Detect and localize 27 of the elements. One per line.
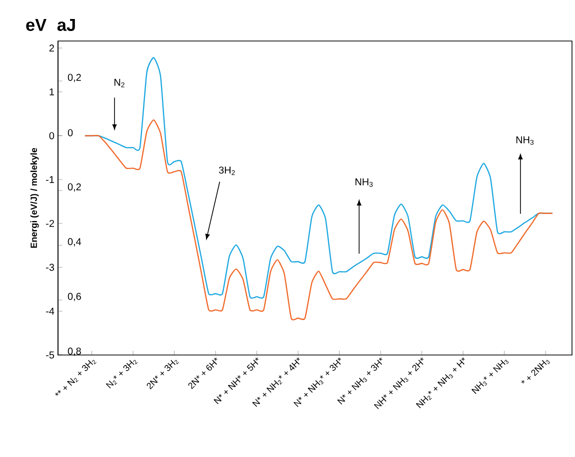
y2-tick-label: 0,2 — [68, 74, 81, 82]
x-tick-label: 2N* + 6H* — [188, 358, 218, 390]
x-tick-label: ** + N$_{2}$ + 3H$_{2}$ — [55, 360, 96, 396]
line-series — [84, 119, 554, 320]
x-tick-label: N$_{2}$* + 3H$_{2}$ — [106, 360, 138, 388]
y2-tick-label: 0,6 — [68, 292, 81, 302]
y-tick-label: 0 — [49, 132, 54, 140]
y-tick-label: -1 — [46, 176, 54, 184]
y-tick-label: 2 — [49, 44, 54, 52]
x-tick-label: NH$_{3}$* + NH$_{3}$ — [471, 360, 509, 394]
y-tick-label: 1 — [50, 88, 54, 96]
y-axis-title: Energi (eV/J) / molekyle — [30, 148, 39, 248]
y-tick-label: -3 — [46, 264, 54, 271]
y-tick-label: -4 — [46, 308, 54, 315]
y-tick-label: -5 — [46, 352, 54, 358]
annotation: N$_{2}$ — [114, 78, 124, 88]
text: eV — [26, 18, 46, 32]
annotation: NH$_{3}$ — [356, 178, 373, 187]
x-tick-label: 2N* + 3H$_{2}$ — [146, 360, 179, 390]
y-tick-label: -2 — [46, 220, 54, 227]
y2-tick-label: 0,4 — [68, 238, 82, 246]
y2-tick-label: 0,8 — [68, 348, 81, 356]
annotation: 3H$_{2}$ — [218, 166, 235, 176]
y2-tick-label: 0 — [68, 129, 73, 136]
annotation: NH$_{3}$ — [516, 136, 534, 145]
text: aJ — [57, 18, 75, 32]
y2-tick-label: 0,2 — [68, 183, 81, 192]
